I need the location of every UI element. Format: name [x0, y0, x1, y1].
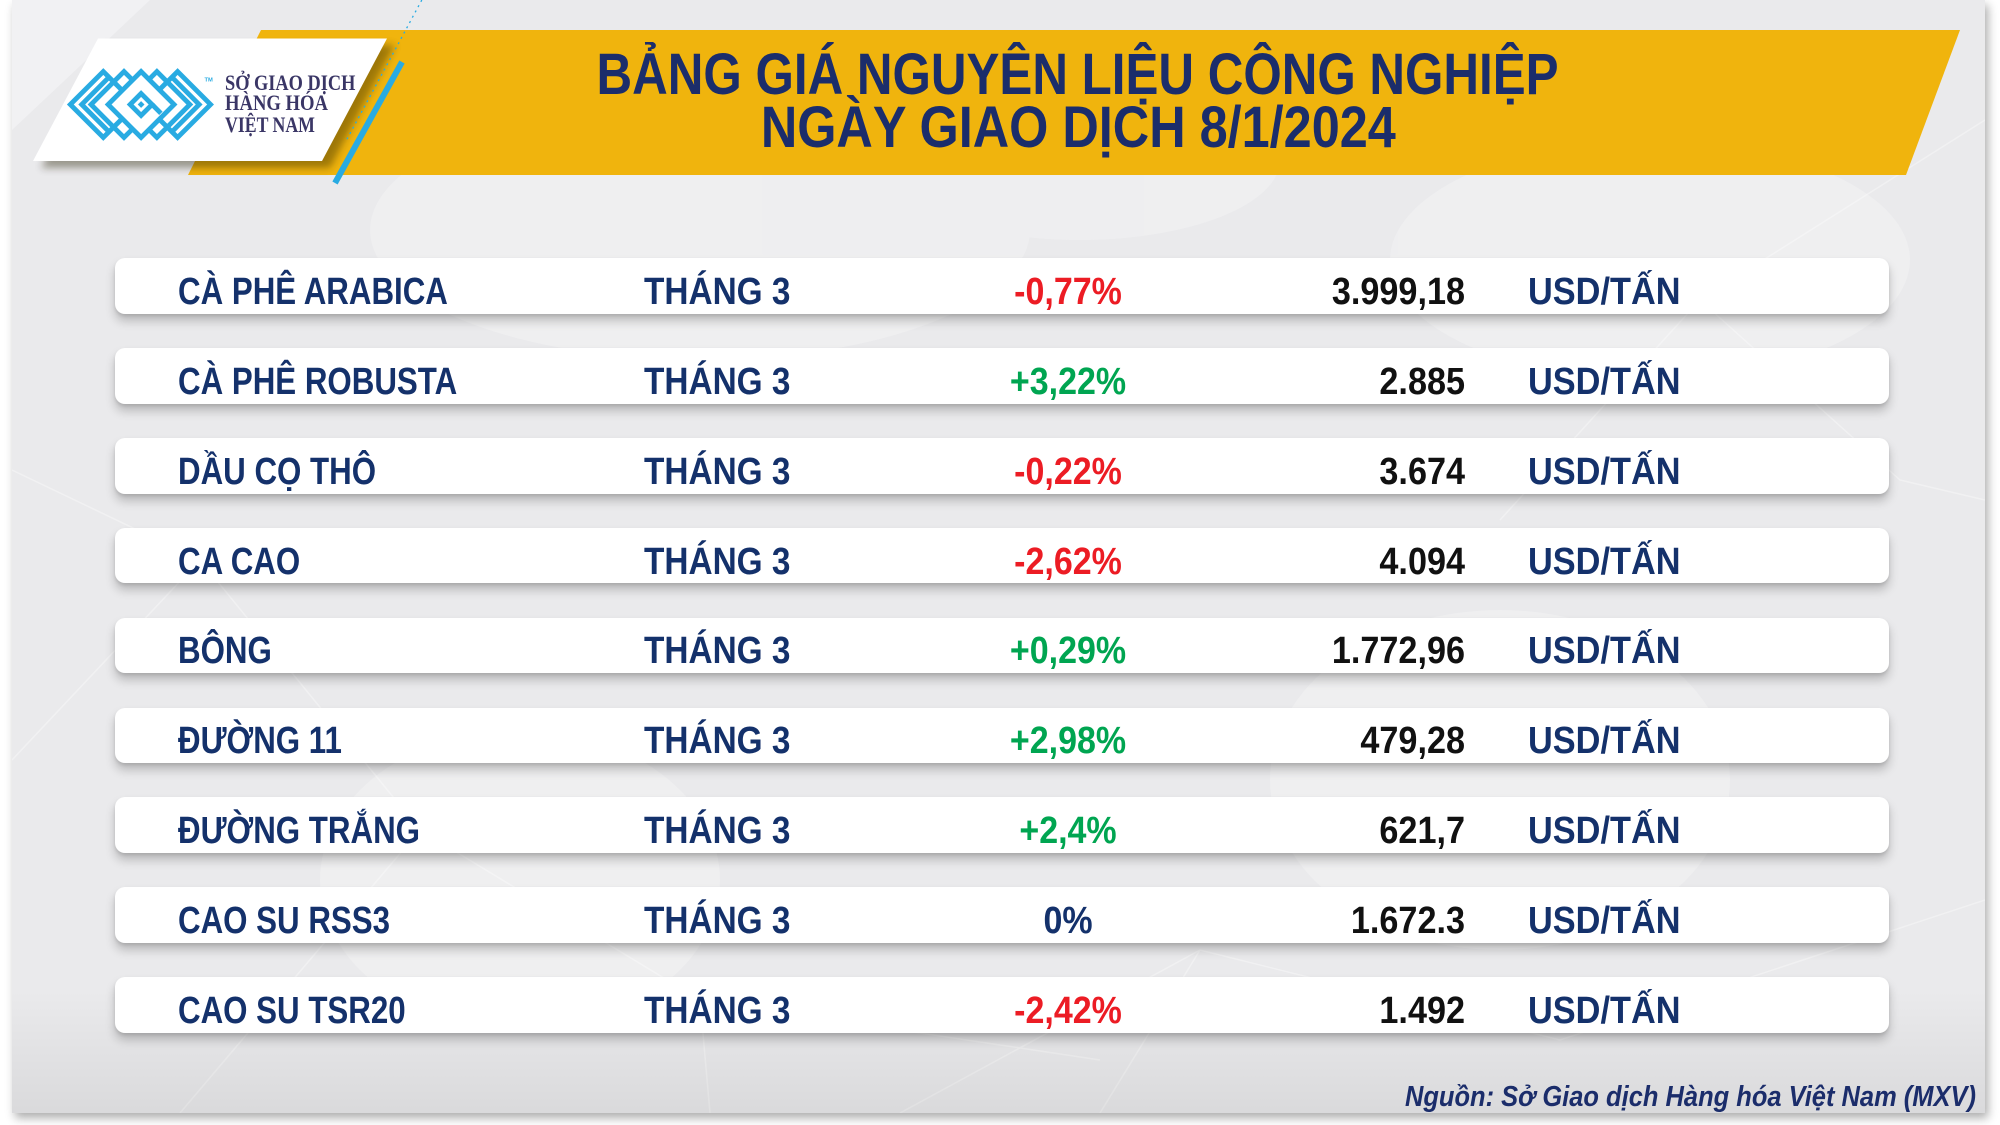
svg-text:TM: TM: [205, 78, 214, 84]
